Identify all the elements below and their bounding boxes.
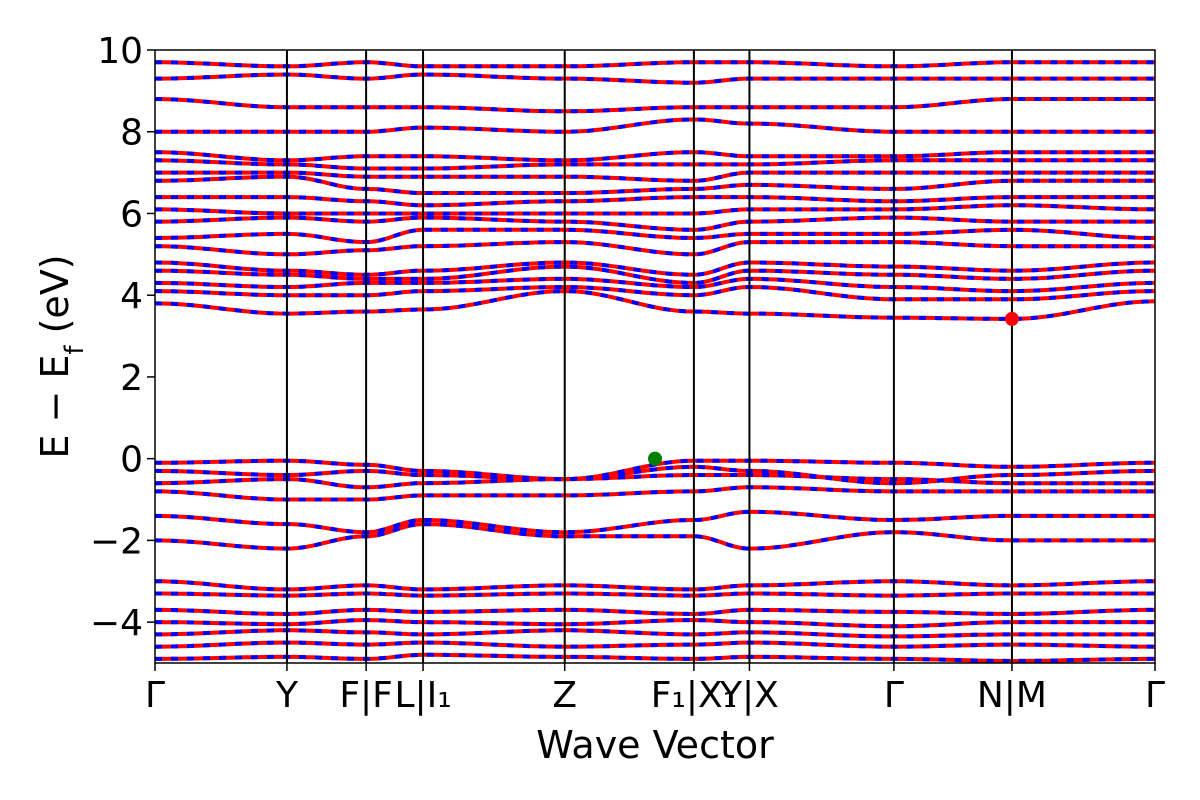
band-spin-up-15 [155,276,1155,294]
band-spin-down-19 [155,227,1155,245]
x-tick-label: L|I₁ [394,675,451,716]
band-spin-up-26 [155,150,1155,163]
y-tick-label: 10 [97,31,143,72]
x-tick-label: Y|X [719,675,779,716]
high-symmetry-lines [285,50,1013,663]
y-tick-label: 0 [120,440,143,481]
band-spin-up-4 [155,607,1155,617]
band-spin-down-0 [155,652,1155,663]
band-spin-down-7 [155,522,1155,551]
band-spin-up-23 [155,174,1155,195]
plot-frame [154,49,1156,664]
band-spin-down-29 [155,72,1155,85]
band-spin-down-13 [155,289,1155,321]
band-spin-down-8 [155,509,1155,535]
band-spin-down-16 [155,264,1155,285]
y-axis-label-unit: (eV) [33,254,77,345]
bands-layer [155,60,1155,663]
band-spin-up-2 [155,628,1155,639]
y-tick-label: 6 [120,194,143,235]
band-spin-up-25 [155,158,1155,171]
band-spin-up-29 [155,72,1155,85]
x-tick-label: F|F [339,675,393,716]
band-spin-up-1 [155,640,1155,649]
x-axis-ticks: Γ Y F|F L|I₁ Z F₁|X₁Y|X Γ N|M Γ [145,663,1165,716]
band-spin-down-9 [155,485,1155,502]
x-tick-label: Z [552,675,577,716]
x-tick-label: Y [275,675,299,716]
y-axis-label-sub: f [60,345,90,355]
x-tick-label: Γ [1145,675,1165,716]
x-tick-label: Γ [145,675,165,716]
band-spin-up-21 [155,203,1155,216]
y-axis-label-main: E − E [33,355,77,459]
band-spin-up-28 [155,97,1155,114]
band-spin-down-2 [155,628,1155,639]
band-spin-down-18 [155,240,1155,257]
x-tick-label: F₁|X₁ [651,675,737,716]
band-spin-up-27 [155,117,1155,134]
y-tick-label: 2 [120,358,143,399]
band-spin-down-14 [155,284,1155,302]
band-spin-up-20 [155,215,1155,232]
band-spin-down-6 [155,579,1155,592]
band-spin-up-6 [155,579,1155,592]
y-tick-label: −4 [90,603,143,644]
cbm-marker [1004,311,1019,326]
y-tick-label: 4 [120,276,143,317]
band-spin-up-24 [155,170,1155,183]
band-spin-down-17 [155,260,1155,277]
band-spin-down-12 [155,458,1155,482]
band-spin-down-5 [155,591,1155,598]
band-spin-up-0 [155,652,1155,663]
band-spin-down-11 [155,464,1155,486]
band-spin-up-7 [155,522,1155,551]
band-spin-up-9 [155,485,1155,502]
band-spin-up-30 [155,60,1155,69]
x-tick-label: Γ [884,675,904,716]
y-tick-label: 8 [120,113,143,154]
y-axis-label: E − Ef (eV) [33,254,90,458]
band-spin-up-14 [155,284,1155,302]
band-spin-down-30 [155,60,1155,69]
band-spin-up-3 [155,618,1155,629]
vbm-marker [648,451,662,466]
y-tick-label: −2 [90,521,143,562]
band-spin-down-21 [155,203,1155,216]
band-spin-down-1 [155,640,1155,649]
band-spin-down-27 [155,117,1155,134]
band-spin-down-3 [155,618,1155,629]
band-spin-up-22 [155,195,1155,208]
x-tick-label: N|M [977,675,1047,716]
band-spin-down-28 [155,97,1155,114]
extrema-points [648,311,1019,466]
y-axis-ticks: −4 −2 0 2 4 6 8 10 [90,31,155,644]
band-spin-down-4 [155,607,1155,617]
band-spin-up-5 [155,591,1155,598]
x-axis-label: Wave Vector [536,723,774,767]
